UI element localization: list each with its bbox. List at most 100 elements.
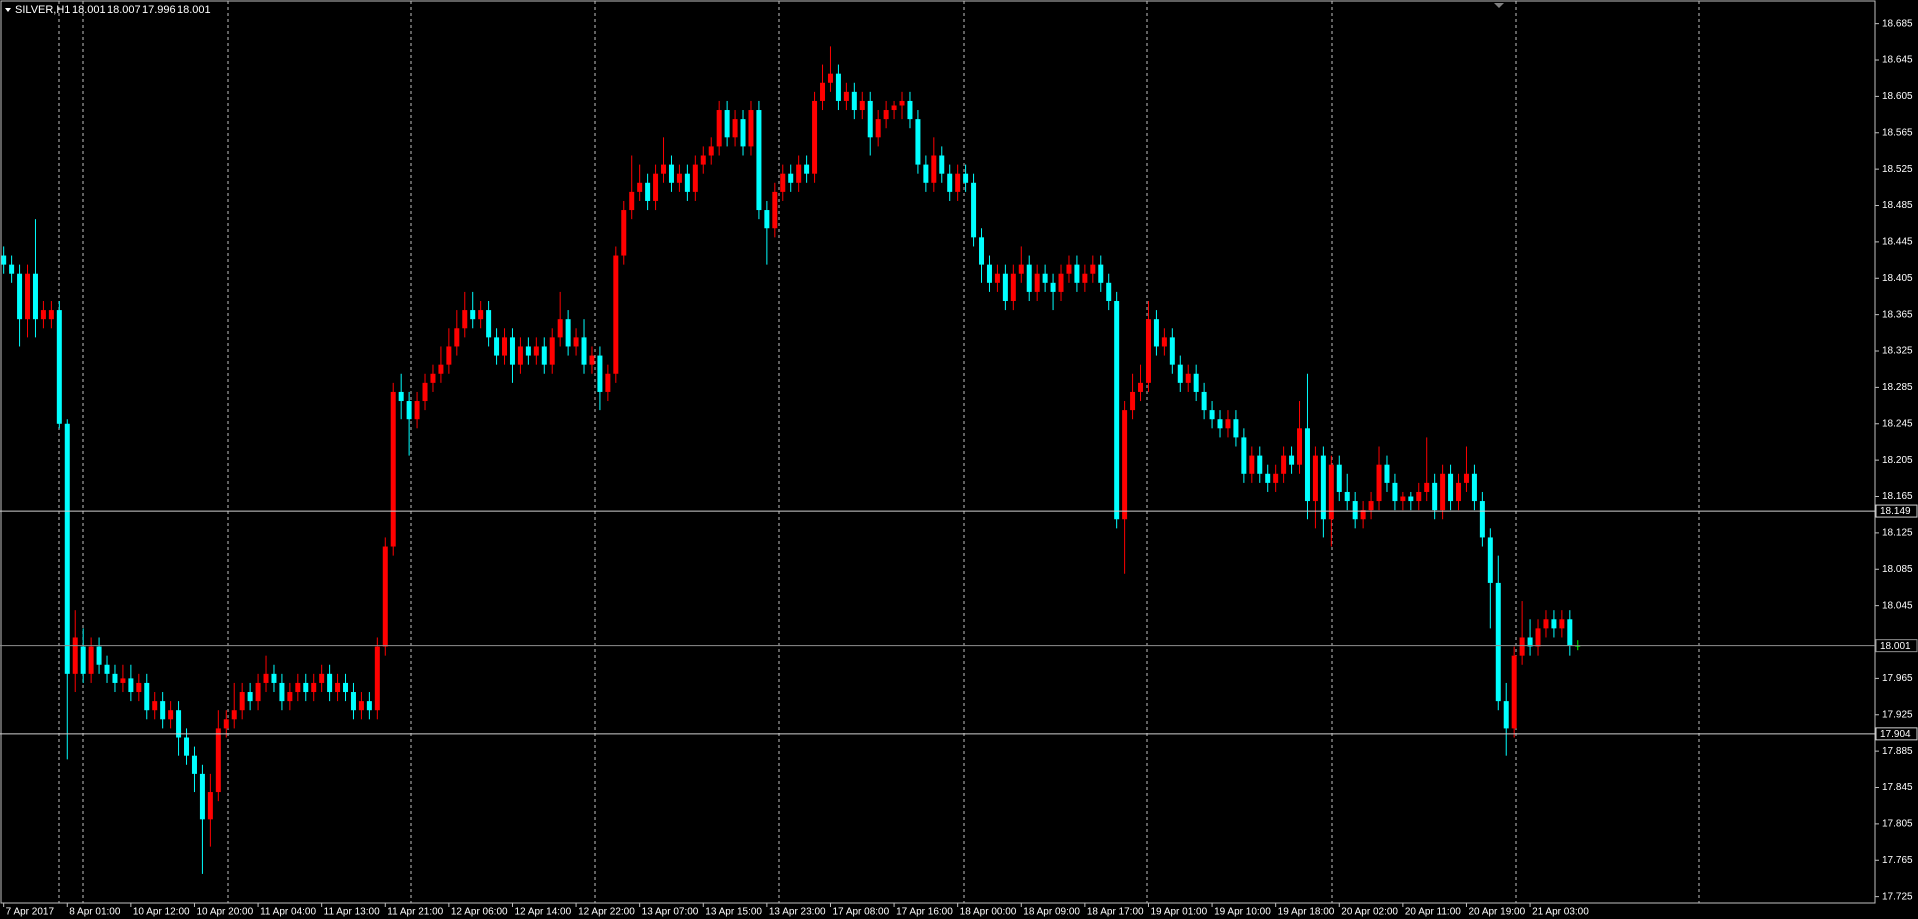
candle-body — [597, 355, 603, 392]
y-tick-label: 17.845 — [1882, 782, 1913, 793]
candle-body — [1201, 391, 1207, 411]
candle-body — [319, 673, 325, 683]
candle-body — [1273, 473, 1279, 483]
candle-body — [1185, 373, 1191, 383]
candle-body — [160, 701, 166, 720]
candle-body — [780, 173, 786, 192]
candle-body — [565, 319, 571, 347]
candle-body — [589, 355, 595, 365]
candle-body — [239, 692, 245, 711]
candle-body — [549, 337, 555, 365]
x-tick-label: 12 Apr 06:00 — [451, 907, 508, 918]
candle-body — [1312, 455, 1318, 502]
candle-body — [382, 546, 388, 647]
y-tick-label: 18.285 — [1882, 382, 1913, 393]
x-tick-label: 12 Apr 22:00 — [578, 907, 635, 918]
candle-body — [1456, 482, 1462, 502]
candle-body — [223, 719, 229, 729]
candle-body — [1090, 264, 1096, 274]
header: SILVER,H1 18.001 18.007 17.996 18.001 — [5, 4, 211, 16]
x-tick-label: 12 Apr 14:00 — [514, 907, 571, 918]
candle-body — [9, 264, 15, 274]
candle-body — [422, 382, 428, 402]
candle-body — [533, 346, 539, 356]
x-tick-label: 18 Apr 17:00 — [1087, 907, 1144, 918]
candle-body — [613, 255, 619, 374]
x-tick-label: 13 Apr 15:00 — [705, 907, 762, 918]
candle-body — [907, 100, 913, 120]
candle-body — [573, 337, 579, 347]
candle-body — [1209, 410, 1215, 420]
candle-body — [303, 682, 309, 693]
y-tick-label: 18.445 — [1882, 237, 1913, 248]
candle-body — [955, 173, 961, 192]
ohlc-open: 18.001 — [72, 4, 106, 16]
candle-body — [438, 364, 444, 374]
candle-body — [1002, 273, 1008, 301]
candle-body — [1304, 428, 1310, 502]
candle-body — [112, 673, 118, 683]
candle-body — [1495, 582, 1501, 702]
x-tick-label: 20 Apr 19:00 — [1468, 907, 1525, 918]
x-tick-label: 19 Apr 18:00 — [1278, 907, 1335, 918]
candle-body — [1161, 337, 1167, 347]
candle-body — [1543, 619, 1549, 629]
candle-body — [120, 678, 126, 683]
candle-body — [279, 682, 285, 702]
candle-body — [152, 701, 158, 711]
candle-body — [470, 310, 476, 320]
candle-body — [350, 692, 356, 711]
candle-body — [128, 678, 134, 693]
candle-body — [525, 346, 531, 356]
candle-body — [883, 110, 889, 120]
candle-body — [804, 164, 810, 174]
y-tick-label: 18.645 — [1882, 55, 1913, 66]
candle-body — [1416, 491, 1422, 502]
candle-body — [1042, 273, 1048, 283]
candle-body — [1344, 491, 1350, 502]
candle-body — [406, 401, 412, 420]
x-tick-label: 11 Apr 21:00 — [387, 907, 443, 918]
candle-body — [867, 100, 873, 138]
y-tick-label: 18.685 — [1882, 18, 1913, 29]
candle-body — [502, 337, 508, 356]
candle-body — [859, 100, 865, 111]
candle-body — [1114, 301, 1120, 520]
candle-body — [1010, 273, 1016, 301]
candle-body — [939, 155, 945, 174]
candle-body — [414, 401, 420, 420]
ohlc-close: 18.001 — [177, 4, 211, 16]
candle-body — [1241, 437, 1247, 474]
y-tick-label: 17.925 — [1882, 709, 1913, 720]
candle-body — [963, 173, 969, 183]
price-label-box — [1875, 639, 1918, 653]
candle-body — [25, 273, 31, 320]
price-label: 17.904 — [1880, 729, 1911, 740]
separators — [58, 1, 1700, 903]
candle-body — [287, 692, 293, 702]
candle-body — [605, 373, 611, 392]
candle-body — [1408, 496, 1414, 502]
candle-body — [96, 646, 102, 665]
candle-body — [1503, 701, 1509, 729]
candle-body — [581, 337, 587, 365]
x-tick-label: 21 Apr 03:00 — [1532, 907, 1589, 918]
candle-body — [788, 173, 794, 183]
x-tick-label: 20 Apr 02:00 — [1341, 907, 1398, 918]
candle-body — [48, 310, 54, 320]
candle-body — [191, 755, 197, 774]
candle-body — [1265, 473, 1271, 483]
candle-body — [398, 391, 404, 402]
candle-body — [199, 773, 205, 820]
candle-body — [366, 701, 372, 711]
candle-body — [629, 191, 635, 211]
candle-body — [700, 155, 706, 165]
candle-body — [478, 310, 484, 320]
candle-body — [494, 337, 500, 356]
candle-body — [891, 105, 897, 111]
y-tick-label: 18.085 — [1882, 564, 1913, 575]
candle-body — [1479, 501, 1485, 538]
x-tick-label: 13 Apr 07:00 — [642, 907, 699, 918]
candle-body — [255, 682, 261, 702]
